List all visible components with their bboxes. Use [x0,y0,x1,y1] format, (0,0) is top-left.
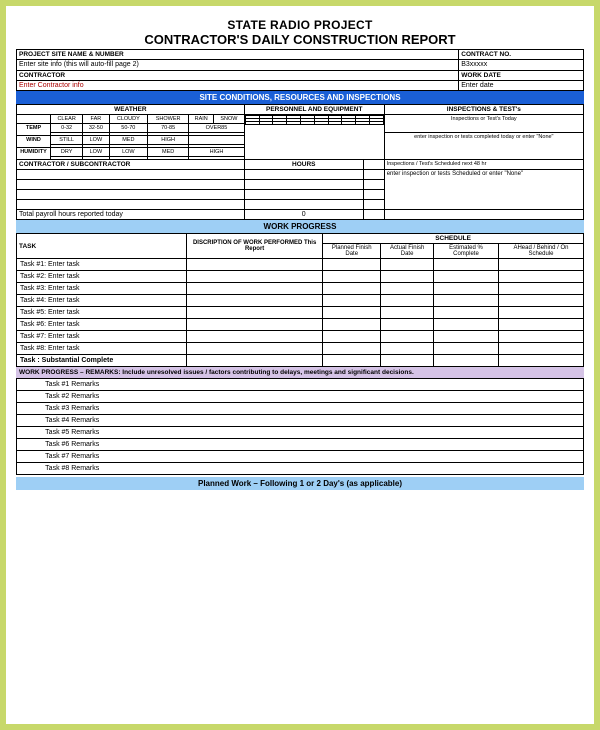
wx-hum-lbl: HUMIDITY [17,148,51,160]
work-progress-table: TASK DISCRIPTION OF WORK PERFORMED This … [16,233,584,367]
contractor-hint[interactable]: Enter Contractor info [17,81,459,91]
remark-row[interactable]: Task #6 Remarks [39,439,583,451]
wx-wind-lbl: WIND [17,136,51,148]
work-progress-bar: WORK PROGRESS [16,220,584,233]
insp-sched-label: Inspections / Test's Scheduled next 48 h… [384,160,583,170]
contract-no-label: CONTRACT NO. [459,50,584,60]
insp-today-hint[interactable]: enter inspection or tests completed toda… [384,133,583,160]
task-row[interactable]: Task #8: Enter task [17,343,187,355]
desc-hdr: DISCRIPTION OF WORK PERFORMED This Repor… [187,234,323,259]
weather-hdr: WEATHER [17,105,245,115]
hours-label: HOURS [244,160,363,170]
contract-no-value[interactable]: B3xxxxx [459,60,584,71]
remark-row[interactable]: Task #1 Remarks [39,379,583,391]
substantial-row: Task : Substantial Complete [17,355,187,367]
contractor-label: CONTRACTOR [17,71,459,81]
header-table: PROJECT SITE NAME & NUMBER CONTRACT NO. … [16,49,584,91]
title-line2: CONTRACTOR'S DAILY CONSTRUCTION REPORT [16,32,584,47]
remark-row[interactable]: Task #4 Remarks [39,415,583,427]
task-hdr: TASK [17,234,187,259]
title-line1: STATE RADIO PROJECT [16,18,584,32]
remark-row[interactable]: Task #8 Remarks [39,463,583,475]
sched-col-1: Actual Finish Date [381,244,434,259]
remark-row[interactable]: Task #5 Remarks [39,427,583,439]
wx-temp-lbl: TEMP [17,124,51,136]
wx-col-4: RAIN [189,115,214,124]
task-row[interactable]: Task #6: Enter task [17,319,187,331]
site-hint[interactable]: Enter site info (this will auto-fill pag… [17,60,459,71]
task-row[interactable]: Task #4: Enter task [17,295,187,307]
insp-sched-hint[interactable]: enter inspection or tests Scheduled or e… [384,170,583,210]
insp-today-label: Inspections or Test's Today [384,115,583,133]
remarks-header: WORK PROGRESS – REMARKS: Include unresol… [16,367,584,378]
payroll-value: 0 [244,210,363,220]
remarks-table: Task #1 Remarks Task #2 Remarks Task #3 … [16,378,584,475]
personnel-hdr: PERSONNEL AND EQUIPMENT [244,105,384,115]
remark-row[interactable]: Task #3 Remarks [39,403,583,415]
wx-col-5: SNOW [214,115,245,124]
inspections-hdr: INSPECTIONS & TEST's [384,105,583,115]
planned-work-bar: Planned Work – Following 1 or 2 Day's (a… [16,477,584,490]
task-row[interactable]: Task #3: Enter task [17,283,187,295]
sched-col-2: Estimated % Complete [433,244,498,259]
contractor-sub-label: CONTRACTOR / SUBCONTRACTOR [17,160,245,170]
site-conditions-bar: SITE CONDITIONS, RESOURCES AND INSPECTIO… [16,91,584,104]
report-sheet: STATE RADIO PROJECT CONTRACTOR'S DAILY C… [6,6,594,724]
payroll-label: Total payroll hours reported today [17,210,245,220]
work-date-label: WORK DATE [459,71,584,81]
wx-col-1: FAR [83,115,109,124]
task-row[interactable]: Task #7: Enter task [17,331,187,343]
wx-col-3: SHOWER [148,115,189,124]
remark-row[interactable]: Task #7 Remarks [39,451,583,463]
task-row[interactable]: Task #2: Enter task [17,271,187,283]
conditions-table: WEATHER PERSONNEL AND EQUIPMENT INSPECTI… [16,104,584,220]
task-row[interactable]: Task #5: Enter task [17,307,187,319]
sched-col-3: AHead / Behind / On Schedule [498,244,583,259]
site-label: PROJECT SITE NAME & NUMBER [17,50,459,60]
work-date-value[interactable]: Enter date [459,81,584,91]
task-row[interactable]: Task #1: Enter task [17,259,187,271]
schedule-hdr: SCHEDULE [323,234,584,244]
sched-col-0: Planned Finish Date [323,244,381,259]
wx-col-2: CLOUDY [109,115,148,124]
wx-col-0: CLEAR [51,115,83,124]
remark-row[interactable]: Task #2 Remarks [39,391,583,403]
